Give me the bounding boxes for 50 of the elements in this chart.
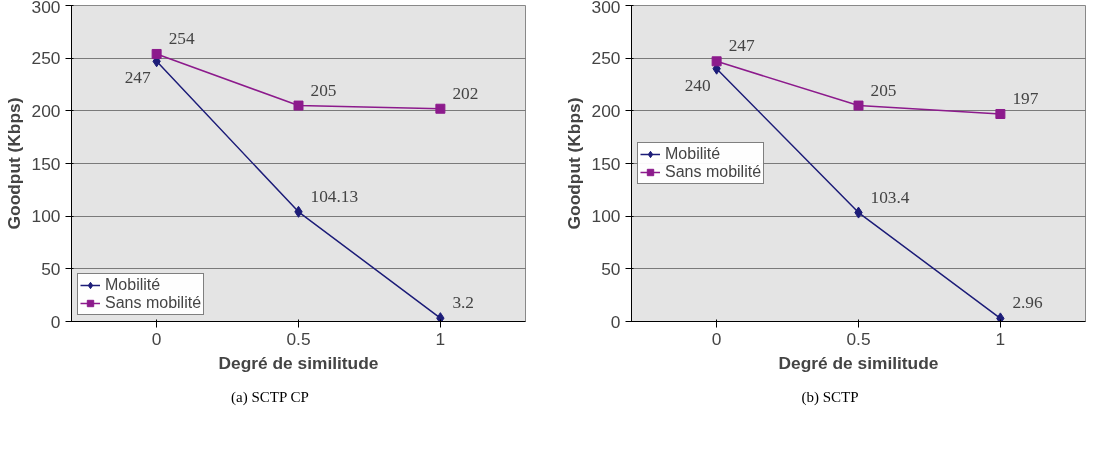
x-tick-label: 1 xyxy=(995,328,1006,349)
y-tick-label: 100 xyxy=(591,206,621,227)
y-tick-label: 200 xyxy=(31,100,61,121)
legend-label: Sans mobilité xyxy=(665,163,762,181)
y-tick-label: 0 xyxy=(610,311,621,332)
x-tick-label: 0.5 xyxy=(286,328,311,349)
y-axis-title: Goodput (Kbps) xyxy=(3,97,24,230)
x-tick-label: 0.5 xyxy=(846,328,871,349)
data-label: 103.4 xyxy=(870,187,910,207)
legend-label: Mobilité xyxy=(665,145,721,163)
y-tick-label: 0 xyxy=(50,311,61,332)
x-axis-title: Degré de similitude xyxy=(218,352,379,373)
point xyxy=(435,103,446,114)
x-tick-label: 0 xyxy=(151,328,162,349)
y-tick-label: 300 xyxy=(591,0,621,17)
y-tick-label: 250 xyxy=(31,48,61,69)
text: (b) SCTP xyxy=(801,388,859,407)
data-label: 205 xyxy=(310,80,337,100)
data-label: 202 xyxy=(452,83,479,103)
data-label: 247 xyxy=(728,36,755,56)
point xyxy=(995,108,1006,119)
data-label: 2.96 xyxy=(1012,293,1044,313)
point xyxy=(436,312,445,322)
y-tick-label: 300 xyxy=(31,0,61,17)
data-label: 254 xyxy=(168,28,195,48)
data-label: 197 xyxy=(1012,88,1039,108)
y-tick-label: 50 xyxy=(41,258,61,279)
data-label: 240 xyxy=(684,75,711,95)
x-tick-label: 0 xyxy=(711,328,722,349)
data-label: 3.2 xyxy=(452,293,475,313)
y-tick-label: 150 xyxy=(591,153,621,174)
x-tick-label: 1 xyxy=(435,328,446,349)
point xyxy=(711,56,722,67)
y-tick-label: 100 xyxy=(31,206,61,227)
point xyxy=(853,100,864,111)
x-axis-title: Degré de similitude xyxy=(778,352,939,373)
point xyxy=(151,48,162,59)
y-tick-label: 250 xyxy=(591,48,621,69)
y-tick-label: 200 xyxy=(591,100,621,121)
point xyxy=(996,312,1005,322)
data-label: 247 xyxy=(124,68,151,88)
text: (a) SCTP CP xyxy=(231,388,309,407)
y-axis-title: Goodput (Kbps) xyxy=(563,97,584,230)
legend-label: Mobilité xyxy=(105,276,161,294)
point xyxy=(293,100,304,111)
y-tick-label: 50 xyxy=(601,258,621,279)
data-label: 205 xyxy=(870,80,897,100)
y-tick-label: 150 xyxy=(31,153,61,174)
legend-label: Sans mobilité xyxy=(105,294,202,312)
data-label: 104.13 xyxy=(310,186,359,206)
